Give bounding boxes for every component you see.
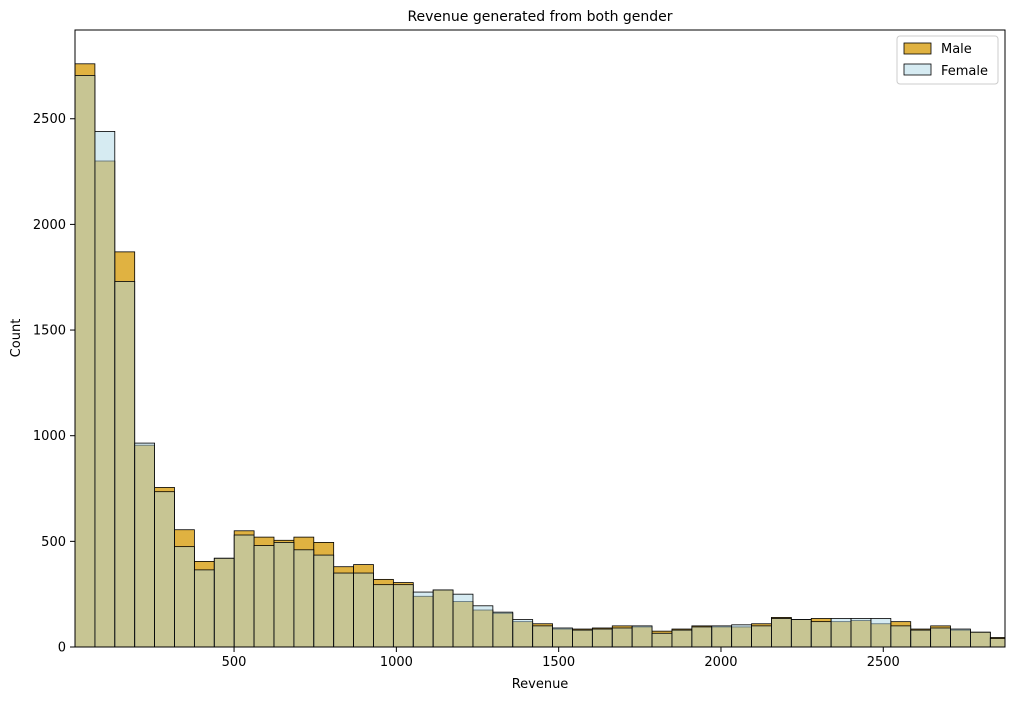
bar-female-46 xyxy=(989,638,1006,648)
bar-female-20 xyxy=(472,605,494,648)
bar-female-0 xyxy=(74,75,96,648)
bar-female-11 xyxy=(293,549,315,648)
bar-female-45 xyxy=(970,631,991,648)
bar-female-3 xyxy=(134,442,155,648)
legend-label-male: Male xyxy=(941,42,972,57)
x-axis: 500 1000 1500 2000 2500 xyxy=(222,647,900,670)
bar-female-17 xyxy=(412,591,434,648)
bar-female-5 xyxy=(174,546,195,648)
bar-female-39 xyxy=(850,618,872,648)
bar-female-27 xyxy=(611,627,633,648)
bar-female-36 xyxy=(790,619,812,648)
y-tick-label: 0 xyxy=(58,641,66,656)
x-axis-label: Revenue xyxy=(512,677,569,692)
x-tick-label: 2500 xyxy=(867,655,900,670)
bar-female-12 xyxy=(313,554,335,648)
bar-female-15 xyxy=(373,584,394,648)
bar-female-32 xyxy=(711,625,733,648)
legend-label-female: Female xyxy=(941,64,988,79)
bar-female-33 xyxy=(731,624,752,648)
female-bars xyxy=(74,75,1006,648)
bar-female-31 xyxy=(691,626,713,648)
bar-female-2 xyxy=(114,281,136,648)
legend-swatch-male xyxy=(903,42,932,55)
bar-female-18 xyxy=(432,589,454,648)
bar-female-4 xyxy=(154,491,175,648)
bar-female-34 xyxy=(751,625,772,648)
x-tick-label: 2000 xyxy=(704,655,737,670)
y-tick-label: 1500 xyxy=(33,324,66,339)
x-tick-label: 1500 xyxy=(542,655,575,670)
bar-female-43 xyxy=(930,627,951,648)
bar-female-35 xyxy=(771,618,792,648)
bar-female-40 xyxy=(870,618,892,648)
bar-female-37 xyxy=(810,621,832,648)
bar-female-19 xyxy=(452,593,474,648)
bar-female-44 xyxy=(950,628,971,648)
y-axis: 0 500 1000 1500 2000 2500 xyxy=(33,112,75,656)
bar-female-9 xyxy=(253,545,275,648)
legend-swatch-female xyxy=(903,63,932,76)
y-axis-label: Count xyxy=(9,319,24,358)
bar-female-42 xyxy=(910,629,932,648)
bar-female-28 xyxy=(631,625,653,648)
bar-female-21 xyxy=(492,611,514,648)
bar-female-13 xyxy=(333,572,354,648)
bar-female-22 xyxy=(512,619,534,648)
bar-female-10 xyxy=(273,542,295,648)
bar-female-23 xyxy=(532,625,553,648)
chart-title: Revenue generated from both gender xyxy=(407,9,672,25)
bar-female-29 xyxy=(651,632,673,648)
bar-female-8 xyxy=(233,534,255,648)
y-tick-label: 2000 xyxy=(33,218,66,233)
y-tick-label: 1000 xyxy=(33,429,66,444)
bar-female-7 xyxy=(213,557,235,648)
bar-female-38 xyxy=(830,618,852,648)
bar-female-41 xyxy=(890,625,912,648)
bar-female-24 xyxy=(552,627,573,648)
y-tick-label: 500 xyxy=(41,535,66,550)
bar-female-25 xyxy=(572,629,593,648)
bar-female-14 xyxy=(353,572,374,648)
plot-frame xyxy=(74,29,1006,648)
bar-female-26 xyxy=(591,628,613,648)
legend: Male Female xyxy=(896,35,999,85)
x-tick-label: 500 xyxy=(222,655,247,670)
bar-female-16 xyxy=(392,584,414,648)
y-tick-label: 2500 xyxy=(33,112,66,127)
bar-female-6 xyxy=(193,569,215,648)
bar-female-30 xyxy=(671,629,693,648)
x-tick-label: 1000 xyxy=(380,655,413,670)
bar-female-1 xyxy=(94,131,116,648)
